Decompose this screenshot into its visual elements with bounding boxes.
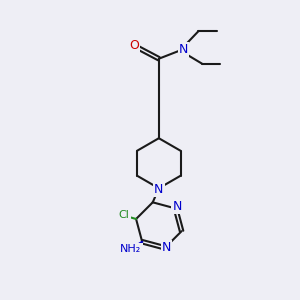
Text: N: N — [154, 183, 164, 196]
Text: N: N — [179, 43, 188, 56]
Text: Cl: Cl — [119, 211, 130, 220]
Text: O: O — [129, 39, 139, 52]
Text: NH₂: NH₂ — [120, 244, 142, 254]
Text: N: N — [162, 241, 171, 254]
Text: N: N — [172, 200, 182, 214]
